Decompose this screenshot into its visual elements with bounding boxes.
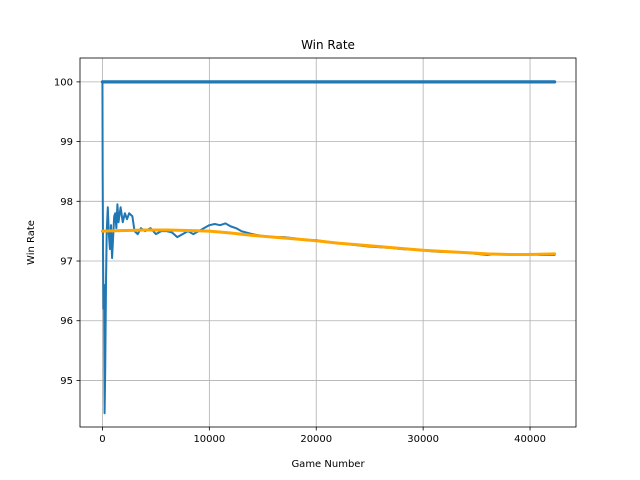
plot-frame	[79, 57, 577, 428]
x-tick-label: 40000	[514, 434, 546, 445]
series-group	[100, 80, 557, 415]
x-tick-label: 20000	[300, 434, 332, 445]
x-tick-label: 30000	[407, 434, 439, 445]
y-tick-label: 99	[60, 137, 73, 148]
series-line-3	[100, 228, 557, 256]
x-tick-label: 0	[99, 434, 105, 445]
y-tick-label: 96	[60, 316, 73, 327]
y-tick-label: 98	[60, 197, 73, 208]
y-axis-label: Win Rate	[26, 220, 37, 265]
chart-title: Win Rate	[301, 38, 355, 52]
y-tick-label: 97	[60, 257, 73, 268]
y-tick-label: 95	[60, 376, 73, 387]
x-axis-label: Game Number	[291, 459, 365, 470]
ticks: 0 10000 20000 30000 40000 95 96 97 98 99 100	[54, 77, 546, 445]
x-tick-label: 10000	[193, 434, 225, 445]
y-tick-label: 100	[54, 77, 73, 88]
